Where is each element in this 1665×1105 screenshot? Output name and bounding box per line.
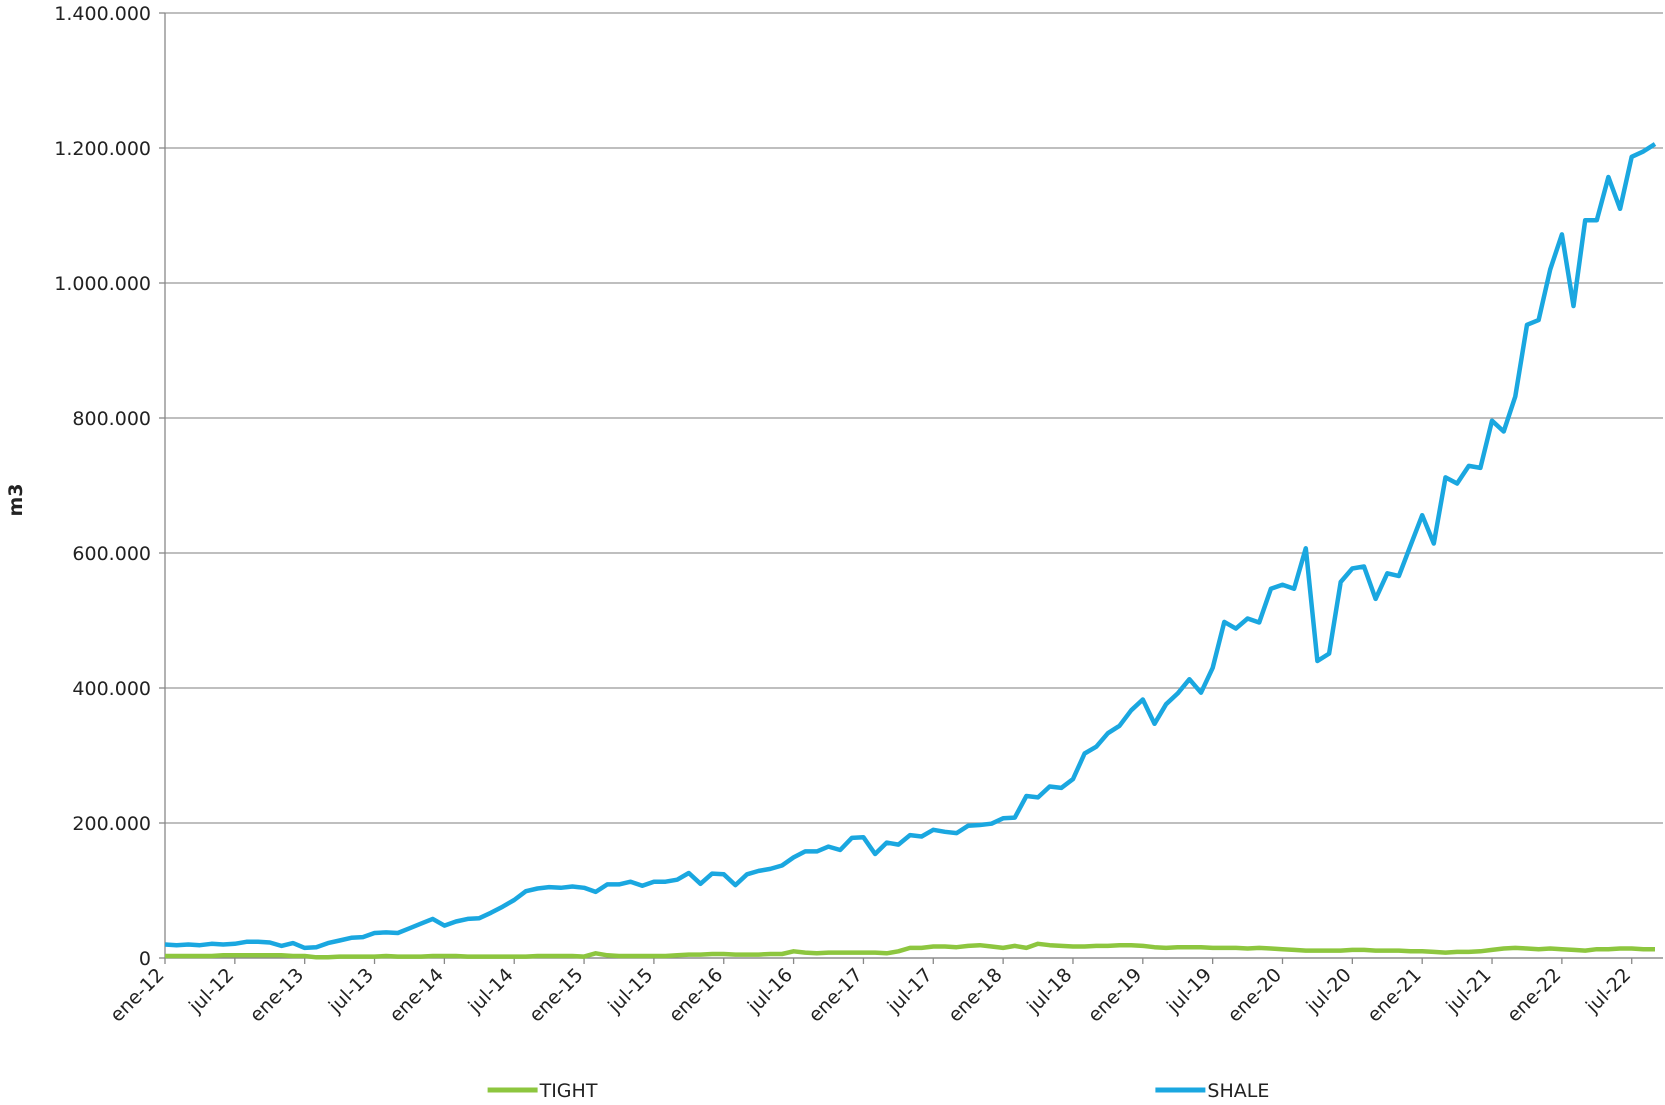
x-tick-label: ene-16 bbox=[665, 964, 728, 1027]
x-tick-label: ene-22 bbox=[1503, 964, 1566, 1027]
x-tick-label: jul-19 bbox=[1162, 964, 1216, 1018]
x-tick-label: jul-17 bbox=[883, 964, 937, 1018]
x-tick-label: ene-15 bbox=[525, 964, 588, 1027]
series-line bbox=[164, 142, 1657, 951]
legend-label: TIGHT bbox=[539, 1080, 598, 1102]
y-tick-label: 800.000 bbox=[72, 408, 151, 430]
y-tick-label: 1.000.000 bbox=[54, 273, 151, 295]
x-tick-label: jul-13 bbox=[324, 964, 378, 1018]
y-tick-label: 400.000 bbox=[72, 678, 151, 700]
y-tick-label: 1.200.000 bbox=[54, 138, 151, 160]
x-tick-label: jul-12 bbox=[184, 964, 238, 1018]
x-tick-label: jul-18 bbox=[1022, 964, 1076, 1018]
x-tick-label: jul-22 bbox=[1581, 964, 1635, 1018]
x-tick-label: ene-14 bbox=[385, 964, 448, 1027]
x-tick-label: jul-20 bbox=[1302, 964, 1356, 1018]
y-axis-title: m3 bbox=[5, 483, 27, 516]
x-tick-label: jul-15 bbox=[603, 964, 657, 1018]
y-tick-label: 600.000 bbox=[72, 543, 151, 565]
x-tick-label: ene-12 bbox=[106, 964, 169, 1027]
series-line bbox=[165, 941, 1655, 960]
x-tick-label: jul-21 bbox=[1441, 964, 1495, 1018]
x-tick-label: jul-14 bbox=[464, 964, 518, 1018]
y-tick-label: 0 bbox=[139, 948, 151, 970]
y-tick-label: 200.000 bbox=[72, 813, 151, 835]
x-tick-label: ene-20 bbox=[1223, 964, 1286, 1027]
x-tick-label: ene-19 bbox=[1084, 964, 1147, 1027]
x-tick-label: ene-21 bbox=[1363, 964, 1426, 1027]
x-tick-label: ene-13 bbox=[246, 964, 309, 1027]
x-tick-label: jul-16 bbox=[743, 964, 797, 1018]
x-tick-label: ene-17 bbox=[804, 964, 867, 1027]
y-tick-label: 1.400.000 bbox=[54, 3, 151, 25]
x-tick-label: ene-18 bbox=[944, 964, 1007, 1027]
legend-label: SHALE bbox=[1207, 1080, 1269, 1102]
